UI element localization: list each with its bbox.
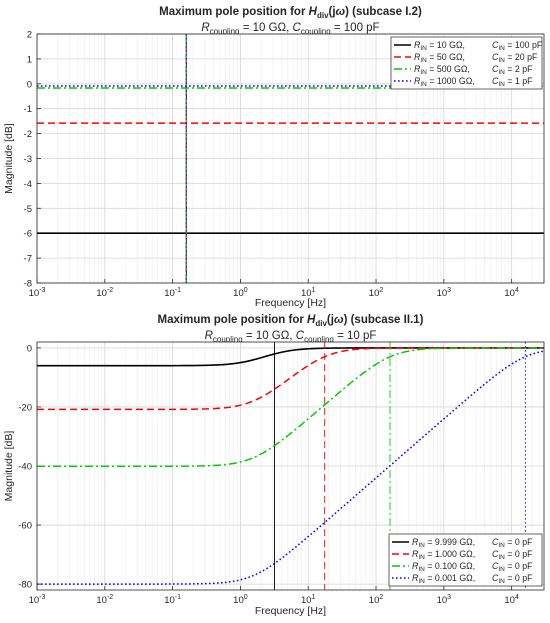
y-tick-label: 0	[27, 79, 32, 90]
series-line	[37, 347, 544, 468]
y-tick-label: -7	[24, 254, 32, 265]
legend-entry-cin: CIN = 1 pF	[492, 76, 533, 88]
series-2	[37, 342, 544, 590]
legend-entry: RIN = 500 GΩ,	[414, 64, 470, 76]
x-tick-label: 100	[233, 287, 248, 299]
series-4	[37, 342, 544, 590]
x-tick-label: 100	[233, 594, 248, 606]
legend-entry-cin: CIN = 2 pF	[492, 64, 533, 76]
legend-entry: RIN = 10 GΩ,	[414, 40, 465, 52]
y-tick-label: 1	[27, 54, 32, 65]
y-tick-label: -2	[24, 129, 32, 140]
x-axis-label: Frequency [Hz]	[255, 297, 326, 309]
chart-subtitle: Rcoupling = 10 GΩ, Ccoupling = 10 pF	[205, 330, 377, 344]
x-tick-label: 101	[301, 287, 316, 299]
legend-entry: RIN = 50 GΩ,	[414, 52, 465, 64]
x-tick-label: 10-2	[96, 287, 113, 299]
series-1	[37, 342, 544, 590]
x-tick-label: 102	[369, 594, 384, 606]
legend-entry-cin: CIN = 0 pF	[492, 549, 533, 561]
y-tick-label: -5	[24, 204, 32, 215]
x-tick-label: 101	[301, 594, 316, 606]
chart-panel-2: Maximum pole position for Hdiv(jω) (subc…	[3, 314, 545, 617]
legend-entry-cin: CIN = 0 pF	[492, 573, 533, 585]
y-tick-label: -80	[18, 580, 32, 591]
y-tick-label: -4	[24, 179, 32, 190]
y-tick-label: -20	[18, 402, 32, 413]
y-tick-label: -60	[18, 521, 32, 532]
series-4	[37, 34, 544, 283]
y-tick-label: -6	[24, 229, 32, 240]
legend-entry: RIN = 1.000 GΩ,	[412, 549, 475, 561]
x-tick-label: 104	[504, 594, 519, 606]
chart-panel-1: Maximum pole position for Hdiv(jω) (subc…	[3, 6, 545, 309]
data-layer	[37, 342, 544, 590]
y-tick-label: 2	[27, 30, 32, 41]
x-tick-label: 103	[437, 594, 452, 606]
legend-entry: RIN = 9.999 GΩ,	[412, 537, 475, 549]
y-tick-label: -40	[18, 462, 32, 473]
x-tick-label: 10-1	[164, 287, 181, 299]
axes-frame	[36, 341, 545, 591]
x-tick-label: 103	[437, 287, 452, 299]
legend: RIN = 9.999 GΩ, CIN = 0 pF RIN = 1.000 GΩ…	[388, 533, 543, 587]
legend: RIN = 10 GΩ, CIN = 100 pF RIN = 50 GΩ, CIN …	[390, 36, 543, 90]
x-tick-label: 10-1	[164, 594, 181, 606]
x-tick-label: 102	[369, 287, 384, 299]
chart-subtitle: Rcoupling = 10 GΩ, Ccoupling = 100 pF	[201, 22, 379, 36]
x-tick-label: 104	[504, 287, 519, 299]
series-line	[37, 350, 544, 585]
y-tick-label: -3	[24, 154, 32, 165]
y-tick-label: -8	[24, 279, 32, 290]
x-tick-label: 10-3	[29, 287, 46, 299]
y-tick-label: 0	[27, 343, 32, 354]
y-tick-label: -1	[24, 104, 32, 115]
chart-title: Maximum pole position for Hdiv(jω) (subc…	[159, 6, 422, 20]
legend-entry-cin: CIN = 0 pF	[492, 561, 533, 573]
x-tick-label: 10-2	[96, 594, 113, 606]
legend-entry-cin: CIN = 20 pF	[492, 52, 538, 64]
legend-entry: RIN = 0.001 GΩ,	[412, 573, 475, 585]
legend-entry-cin: CIN = 0 pF	[492, 537, 533, 549]
legend-entry: RIN = 0.100 GΩ,	[412, 561, 475, 573]
legend-box	[390, 36, 543, 90]
y-axis-label: Magnitude [dB]	[3, 123, 15, 194]
x-axis-label: Frequency [Hz]	[255, 605, 326, 617]
legend-entry: RIN = 1000 GΩ,	[414, 76, 475, 88]
x-tick-label: 10-3	[29, 594, 46, 606]
axes-frame	[36, 33, 545, 284]
y-axis-label: Magnitude [dB]	[3, 431, 15, 502]
legend-box	[388, 533, 543, 587]
chart-title: Maximum pole position for Hdiv(jω) (subc…	[158, 314, 424, 328]
legend-entry-cin: CIN = 100 pF	[492, 40, 543, 52]
series-line	[37, 347, 544, 367]
